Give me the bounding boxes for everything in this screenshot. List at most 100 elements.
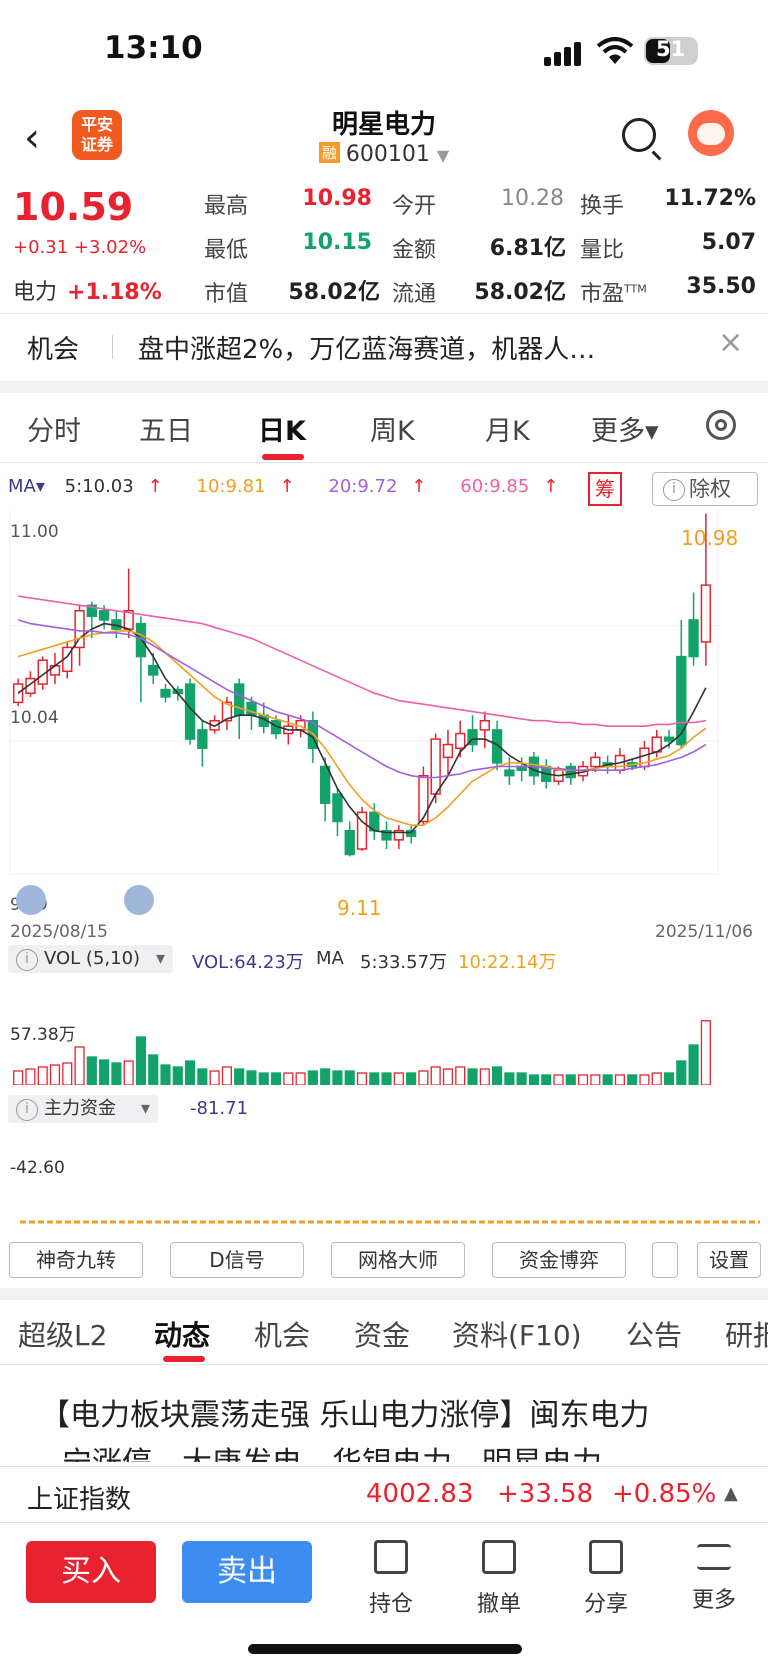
detail-tabs: 超级L2 动态 机会 资金 资料(F10) 公告 研报 (0, 1300, 768, 1364)
candle-body (148, 665, 159, 676)
tab-weekly-k[interactable]: 周K (370, 416, 415, 447)
volume-indicator-selector[interactable]: VOL (5,10) (8, 945, 173, 973)
volume-bar (565, 1074, 576, 1085)
tab-f10[interactable]: 资料(F10) (452, 1319, 582, 1352)
ma60-text: 60:9.85 (460, 476, 530, 497)
volume-bar (99, 1059, 110, 1085)
pe-label-text: 市盈 (580, 282, 625, 307)
news-headline[interactable]: 【电力板块震荡走强 乐山电力涨停】闽东电力 (40, 1398, 650, 1433)
tab-research[interactable]: 研报 (725, 1319, 768, 1352)
tool-fund-game[interactable]: 资金博弈 (492, 1242, 626, 1278)
collapse-icon[interactable] (16, 885, 46, 915)
close-icon[interactable]: × (718, 325, 744, 360)
chart-period-tabs: 分时 五日 日K 周K 月K 更多▾ (0, 395, 768, 461)
volume-bar (541, 1074, 552, 1085)
tab-five-day[interactable]: 五日 (139, 416, 193, 447)
section-gap (0, 1288, 768, 1300)
chip-distribution-button[interactable]: 筹 (588, 472, 622, 506)
amount-value: 6.81亿 (489, 236, 566, 261)
gear-icon[interactable] (706, 410, 736, 440)
volume-bar (676, 1060, 687, 1085)
volume-bar (442, 1068, 454, 1085)
avatar[interactable] (688, 110, 734, 156)
ma60-line (17, 595, 707, 727)
status-time: 13:10 (104, 30, 203, 66)
fund-indicator-selector[interactable]: 主力资金 (8, 1095, 158, 1123)
volume-bar (479, 1068, 490, 1085)
tab-more[interactable]: 更多▾ (591, 416, 659, 447)
volume-bar (627, 1074, 638, 1085)
battery-level: 51 (656, 37, 686, 61)
fund-flow-chart (20, 1220, 760, 1224)
tool-grid-master[interactable]: 网格大师 (331, 1242, 465, 1278)
fullscreen-icon[interactable] (124, 885, 154, 915)
tab-opportunity[interactable]: 机会 (254, 1319, 311, 1352)
ma10-text: 10:9.81 (196, 476, 266, 497)
candle-body (405, 829, 417, 837)
volume-bar (172, 1066, 183, 1085)
candle-body (418, 774, 429, 823)
tab-daily-k[interactable]: 日K (258, 416, 306, 447)
ma20-line (17, 619, 707, 779)
volume-bar (381, 1072, 392, 1085)
back-icon[interactable]: ‹ (24, 115, 40, 161)
index-change: +33.58 (497, 1479, 594, 1509)
tab-news[interactable]: 动态 (154, 1319, 211, 1352)
candlestick-chart[interactable] (0, 510, 768, 920)
pe-label: 市盈TTM (580, 276, 647, 308)
tool-extra[interactable] (652, 1242, 678, 1278)
margin-badge: 融 (318, 142, 340, 163)
stock-code-selector[interactable]: 融 600101 ▼ (0, 142, 768, 167)
expand-up-icon[interactable]: ▲ (724, 1483, 738, 1504)
arrow-up-icon: ↑ (543, 476, 559, 497)
news-banner[interactable]: 机会 盘中涨超2%，万亿蓝海赛道，机器人… × (0, 315, 768, 381)
holdings-button[interactable]: 持仓 (351, 1540, 431, 1618)
candle-body (197, 729, 208, 749)
volume-bar (553, 1074, 564, 1085)
divider (0, 313, 768, 314)
buy-button[interactable]: 买入 (26, 1541, 156, 1603)
volume-bar (62, 1062, 73, 1085)
holdings-label: 持仓 (368, 1592, 413, 1617)
pe-sup: TTM (624, 282, 647, 296)
chart-frame (9, 510, 719, 875)
candle-body (590, 756, 601, 768)
tab-announcements[interactable]: 公告 (626, 1319, 683, 1352)
high-price-label: 10.98 (681, 526, 739, 550)
search-icon[interactable] (622, 118, 656, 152)
ma-selector[interactable]: MA▾ (8, 476, 45, 497)
divider (0, 462, 768, 463)
cancel-order-button[interactable]: 撤单 (459, 1540, 539, 1618)
candle-body (663, 736, 675, 742)
price-change: +0.31 +3.02% (13, 237, 146, 258)
y-axis-top-label: 11.00 (10, 522, 59, 542)
tool-d-signal[interactable]: D信号 (170, 1242, 304, 1278)
share-button[interactable]: 分享 (566, 1540, 646, 1618)
active-tab-indicator (163, 1356, 205, 1362)
low-value: 10.15 (302, 230, 372, 255)
ex-rights-button[interactable]: 除权 (652, 472, 758, 506)
volume-bar (467, 1068, 478, 1085)
tab-intraday[interactable]: 分时 (27, 416, 81, 447)
tab-funds[interactable]: 资金 (354, 1319, 411, 1352)
candle-body (700, 584, 712, 643)
volume-chart[interactable] (0, 975, 768, 1085)
volume-bar (123, 1060, 134, 1085)
sector-change-value: +1.18% (67, 280, 162, 305)
tool-magic-nine[interactable]: 神奇九转 (9, 1242, 143, 1278)
change-pct: +3.02% (73, 237, 147, 258)
vol-ratio-label: 量比 (580, 238, 625, 263)
volume-bar (295, 1072, 306, 1085)
volume-bar (320, 1068, 331, 1085)
index-ticker[interactable]: 上证指数 4002.83 +33.58 +0.85% ▲ (0, 1466, 768, 1522)
news-headline-cont[interactable]: 宁涨停，大唐发电、华银电力、明星电力 (62, 1438, 602, 1462)
tab-monthly-k[interactable]: 月K (485, 416, 530, 447)
sell-button[interactable]: 卖出 (182, 1541, 312, 1603)
more-button[interactable]: 更多 (674, 1540, 754, 1614)
candle-body (688, 619, 699, 658)
candle-body (442, 743, 454, 759)
tab-super-l2[interactable]: 超级L2 (18, 1319, 108, 1352)
tool-settings[interactable]: 设置 (697, 1242, 761, 1278)
sector-change[interactable]: 电力 +1.18% (13, 274, 162, 306)
sector-name: 电力 (13, 280, 58, 305)
